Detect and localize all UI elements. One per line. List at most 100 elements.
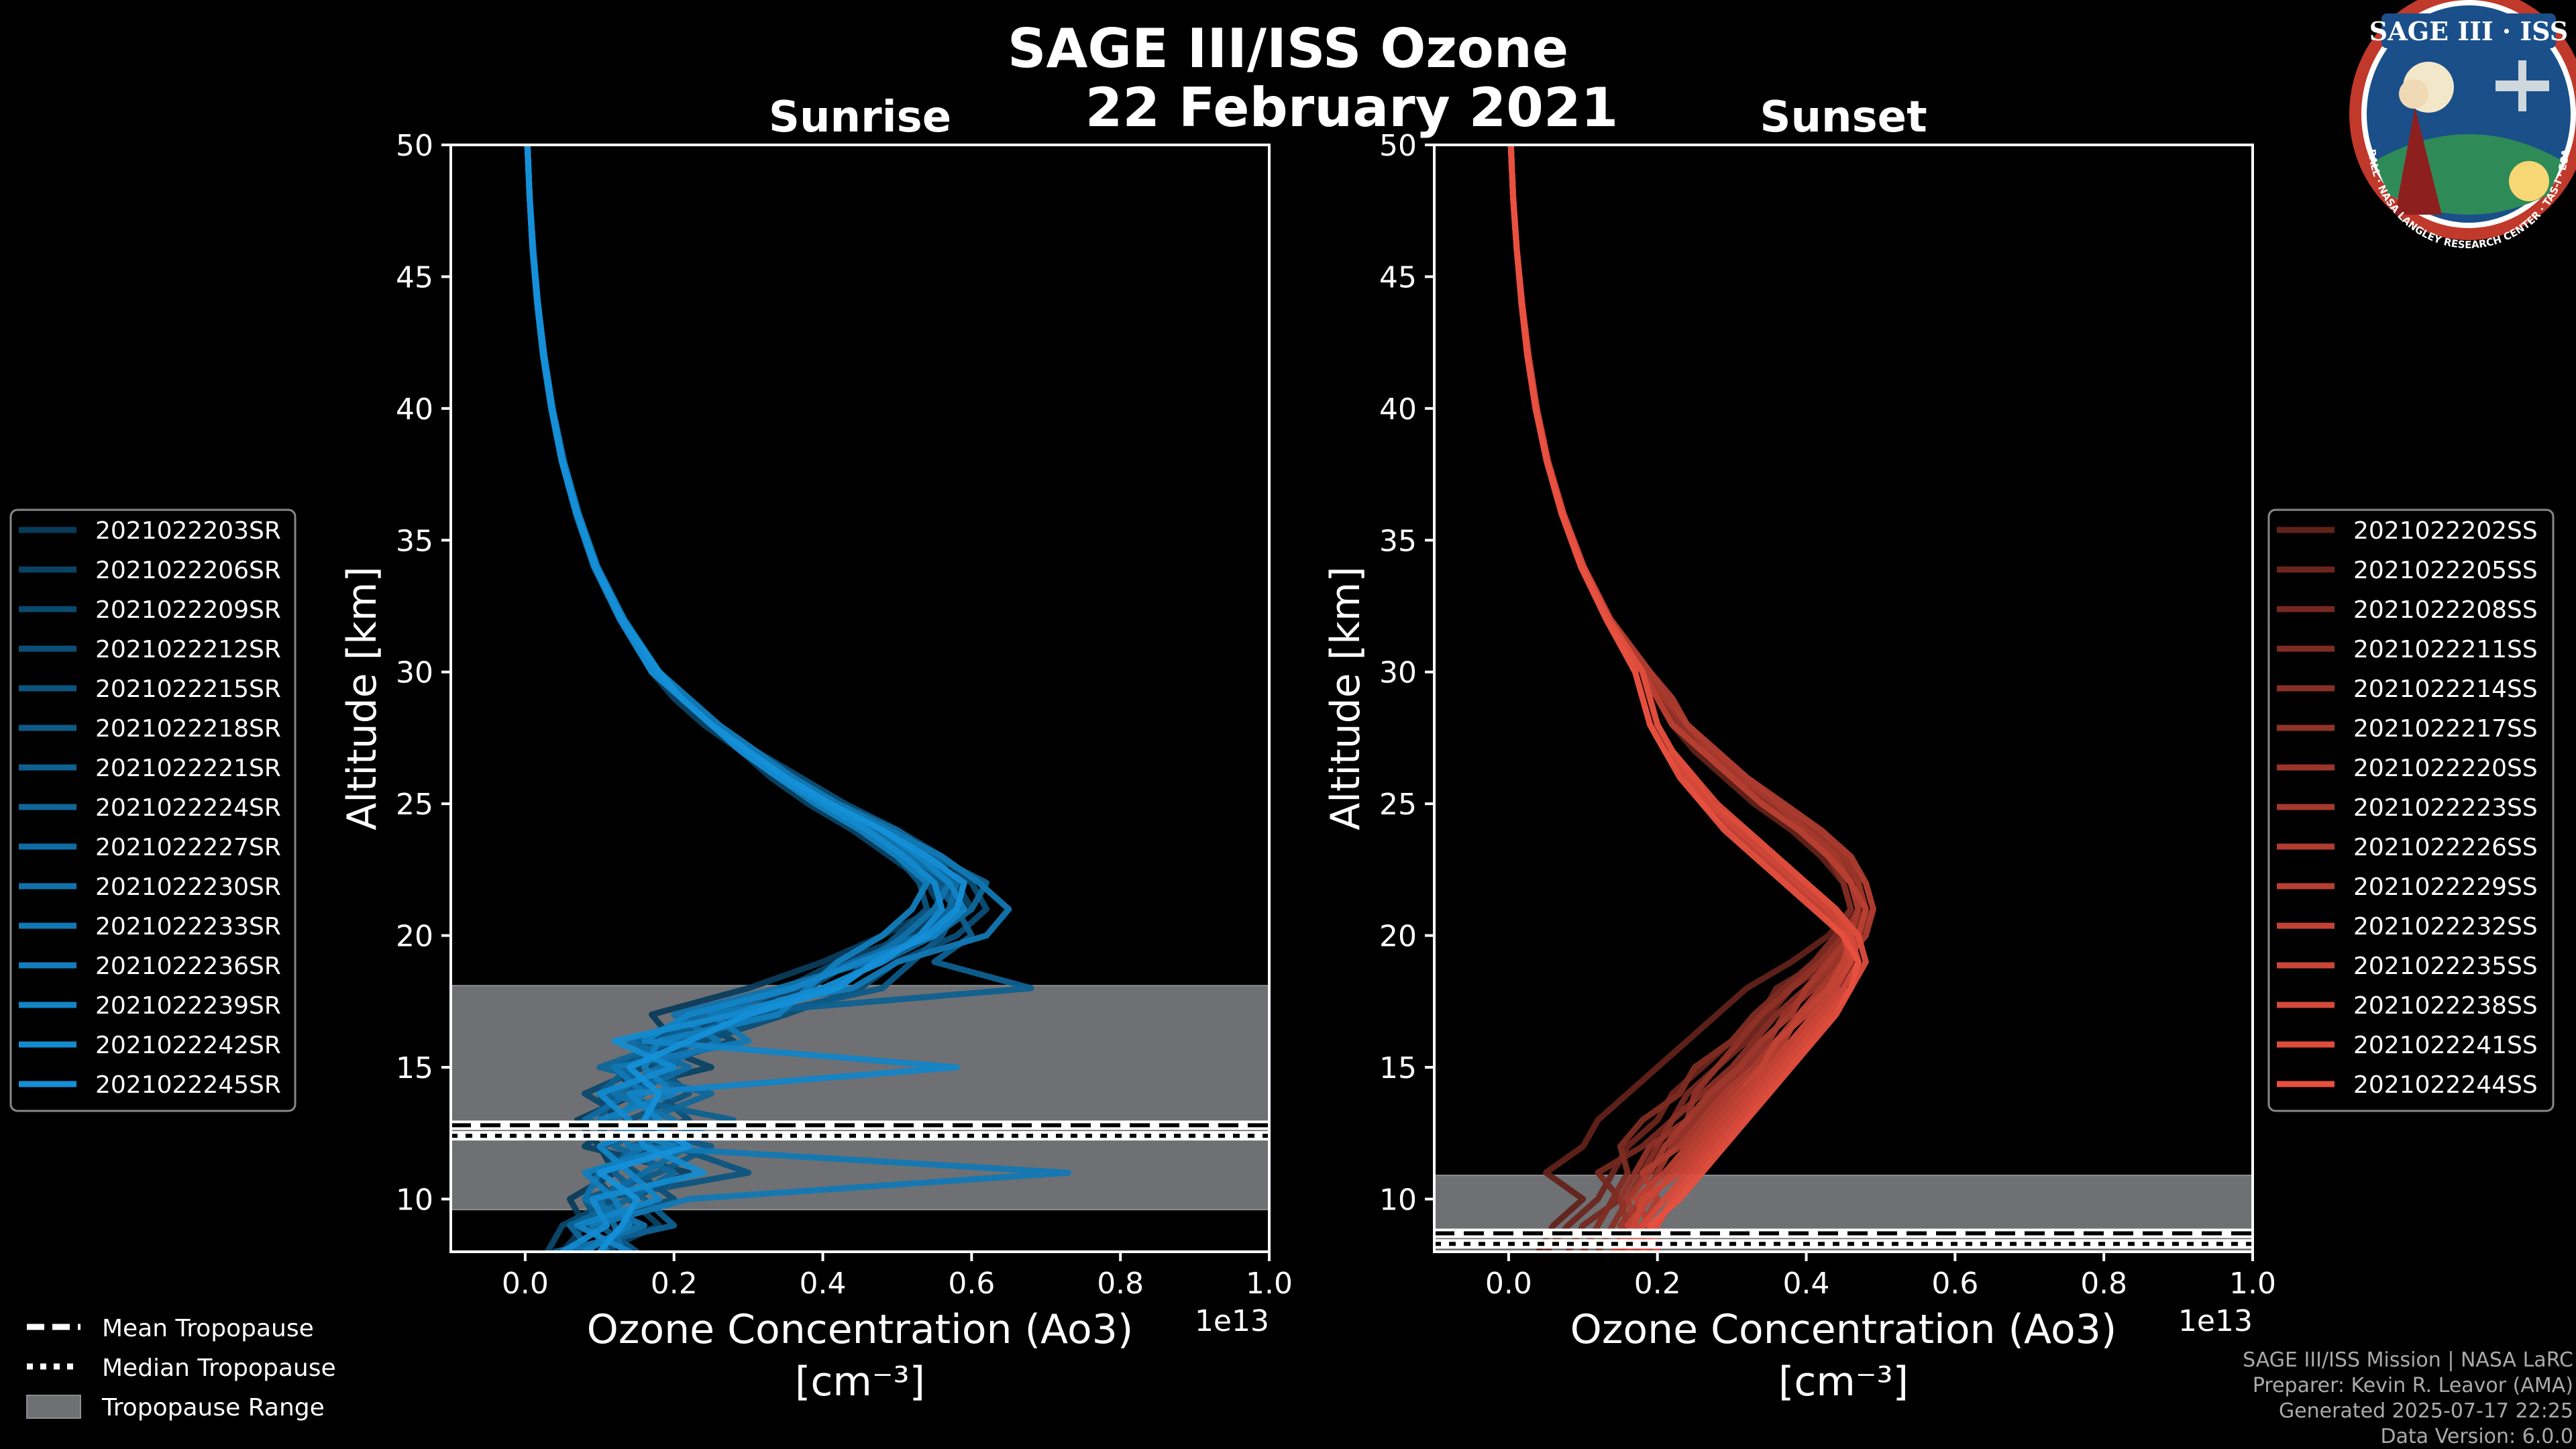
sunrise-panel-title: Sunrise bbox=[769, 93, 951, 142]
logo-sun-icon bbox=[2509, 161, 2549, 201]
sunset-ytick-label: 15 bbox=[1379, 1051, 1417, 1085]
sunset-ytick-label: 25 bbox=[1379, 788, 1417, 822]
sunset-legend: 2021022202SS 2021022205SS 2021022208SS 2021… bbox=[2267, 508, 2555, 1112]
median-tropopause-legend-label: Median Tropopause bbox=[102, 1354, 336, 1382]
logo-title-text: SAGE III · ISS bbox=[2369, 16, 2568, 46]
sunrise-xtick-label: 0.4 bbox=[800, 1267, 847, 1301]
sunrise-legend-label: 2021022215SR bbox=[95, 676, 281, 703]
figure-title-line2: 22 February 2021 bbox=[1085, 76, 1619, 139]
mean-tropopause-legend-label: Mean Tropopause bbox=[102, 1315, 314, 1342]
sunrise-legend-label: 2021022209SR bbox=[95, 596, 281, 624]
sunrise-ytick-label: 30 bbox=[396, 656, 433, 690]
sunrise-ytick-label: 15 bbox=[396, 1051, 433, 1085]
tropopause-range-legend-label: Tropopause Range bbox=[101, 1394, 325, 1421]
sunrise-legend-label: 2021022218SR bbox=[95, 715, 281, 743]
sunset-ytick-label: 45 bbox=[1379, 260, 1417, 294]
sunset-panel: 0.0 0.2 0.4 0.6 0.8 1.0 10 15 20 25 30 35 40 45 50 1e13… bbox=[1322, 93, 2276, 1405]
sunrise-xtick-label: 0.0 bbox=[502, 1267, 549, 1301]
sunrise-legend: 2021022203SR 2021022206SR 2021022209SR 2021… bbox=[9, 508, 297, 1112]
sunset-xtick-label: 0.8 bbox=[2080, 1267, 2127, 1301]
sage-iii-iss-logo: SAGE III · ISS BALL · NASA LANGLEY RESEA… bbox=[2349, 0, 2576, 251]
logo-sage-head-icon bbox=[2399, 79, 2428, 109]
sunset-legend-label: 2021022220SS bbox=[2353, 755, 2538, 782]
sunset-ytick-label: 10 bbox=[1379, 1183, 1417, 1217]
logo-title-banner bbox=[2381, 13, 2556, 48]
sunrise-legend-label: 2021022245SR bbox=[95, 1071, 281, 1099]
sunrise-series-group bbox=[524, 145, 1071, 1252]
sunset-legend-label: 2021022226SS bbox=[2353, 834, 2538, 861]
credit-preparer: Preparer: Kevin R. Leavor (AMA) bbox=[2253, 1374, 2573, 1397]
sunrise-legend-label: 2021022206SR bbox=[95, 557, 281, 584]
sunrise-ylabel: Altitude [km] bbox=[339, 566, 386, 830]
sunset-axes-frame bbox=[1433, 144, 2254, 1253]
sunset-series-2021022244SS bbox=[1507, 145, 1862, 1252]
sunset-legend-label: 2021022244SS bbox=[2353, 1071, 2538, 1099]
sunset-legend-label: 2021022202SS bbox=[2353, 517, 2538, 545]
sunset-legend-label: 2021022211SS bbox=[2353, 636, 2538, 663]
sunrise-legend-label: 2021022212SR bbox=[95, 636, 281, 663]
sunset-legend-label: 2021022235SS bbox=[2353, 953, 2538, 980]
sunrise-x-scale-label: 1e13 bbox=[1195, 1304, 1269, 1338]
logo-station-mast-icon bbox=[2518, 60, 2526, 111]
sunset-legend-label: 2021022232SS bbox=[2353, 913, 2538, 941]
sunset-xtick-label: 0.0 bbox=[1485, 1267, 1532, 1301]
sunset-legend-label: 2021022229SS bbox=[2353, 873, 2538, 901]
sunset-legend-label: 2021022208SS bbox=[2353, 596, 2538, 624]
sunset-series-group bbox=[1507, 145, 1876, 1252]
credit-data-version: Data Version: 6.0.0 bbox=[2381, 1425, 2573, 1448]
logo-sage-figure-icon bbox=[2395, 107, 2442, 215]
tropopause-range-legend-swatch bbox=[26, 1395, 81, 1419]
sunrise-ytick-label: 50 bbox=[396, 129, 433, 163]
sunset-legend-label: 2021022238SS bbox=[2353, 992, 2538, 1020]
sunset-xtick-label: 0.2 bbox=[1634, 1267, 1681, 1301]
sunset-legend-label: 2021022214SS bbox=[2353, 676, 2538, 703]
sunset-ytick-label: 50 bbox=[1379, 129, 1417, 163]
sunrise-axes-frame bbox=[449, 144, 1271, 1253]
sunrise-series-2021022245SR bbox=[524, 145, 967, 1252]
credits: SAGE III/ISS Mission | NASA LaRC Prepare… bbox=[2243, 1348, 2573, 1448]
sunrise-xlabel-unit: [cm⁻³] bbox=[795, 1358, 925, 1405]
sunset-ytick-label: 40 bbox=[1379, 392, 1417, 427]
sunset-legend-label: 2021022205SS bbox=[2353, 557, 2538, 584]
sunrise-legend-label: 2021022203SR bbox=[95, 517, 281, 545]
sunrise-xlabel: Ozone Concentration (Ao3) bbox=[587, 1306, 1134, 1353]
sunrise-ytick-label: 10 bbox=[396, 1183, 433, 1217]
sunrise-legend-label: 2021022242SR bbox=[95, 1032, 281, 1059]
sunset-panel-title: Sunset bbox=[1760, 93, 1927, 142]
credit-generated: Generated 2025-07-17 22:25 bbox=[2279, 1399, 2573, 1423]
sunrise-ytick-label: 25 bbox=[396, 788, 433, 822]
sunrise-legend-label: 2021022239SR bbox=[95, 992, 281, 1020]
sunrise-xtick-label: 0.8 bbox=[1097, 1267, 1144, 1301]
sunrise-xtick-label: 0.2 bbox=[651, 1267, 698, 1301]
sunrise-legend-label: 2021022236SR bbox=[95, 953, 281, 980]
sunrise-legend-label: 2021022227SR bbox=[95, 834, 281, 861]
sunrise-xtick-label: 0.6 bbox=[948, 1267, 995, 1301]
sunset-legend-label: 2021022223SS bbox=[2353, 794, 2538, 822]
sunrise-legend-label: 2021022233SR bbox=[95, 913, 281, 941]
sunrise-legend-label: 2021022230SR bbox=[95, 873, 281, 901]
figure-title-line1: SAGE III/ISS Ozone bbox=[1008, 17, 1568, 80]
sunrise-xtick-label: 1.0 bbox=[1246, 1267, 1293, 1301]
sunrise-ytick-label: 45 bbox=[396, 260, 433, 294]
sunset-xtick-label: 1.0 bbox=[2229, 1267, 2276, 1301]
sunset-legend-frame bbox=[2267, 508, 2555, 1112]
sunrise-legend-frame bbox=[9, 508, 297, 1112]
sunset-xlabel-unit: [cm⁻³] bbox=[1778, 1358, 1909, 1405]
sunset-ytick-label: 30 bbox=[1379, 656, 1417, 690]
sunset-xtick-label: 0.4 bbox=[1783, 1267, 1830, 1301]
sunset-xtick-label: 0.6 bbox=[1931, 1267, 1978, 1301]
sunrise-ytick-label: 20 bbox=[396, 920, 433, 954]
sunrise-legend-label: 2021022224SR bbox=[95, 794, 281, 822]
sunset-ytick-label: 35 bbox=[1379, 524, 1417, 558]
sunset-legend-label: 2021022241SS bbox=[2353, 1032, 2538, 1059]
sunset-ytick-label: 20 bbox=[1379, 920, 1417, 954]
tropopause-legend: Mean Tropopause Median Tropopause Tropop… bbox=[26, 1315, 336, 1421]
sunset-x-scale-label: 1e13 bbox=[2178, 1304, 2253, 1338]
sunset-xlabel: Ozone Concentration (Ao3) bbox=[1570, 1306, 2117, 1353]
credit-mission: SAGE III/ISS Mission | NASA LaRC bbox=[2243, 1348, 2573, 1372]
sunrise-tropopause-range bbox=[450, 985, 1270, 1211]
sunrise-ytick-label: 35 bbox=[396, 524, 433, 558]
sunrise-ytick-label: 40 bbox=[396, 392, 433, 427]
